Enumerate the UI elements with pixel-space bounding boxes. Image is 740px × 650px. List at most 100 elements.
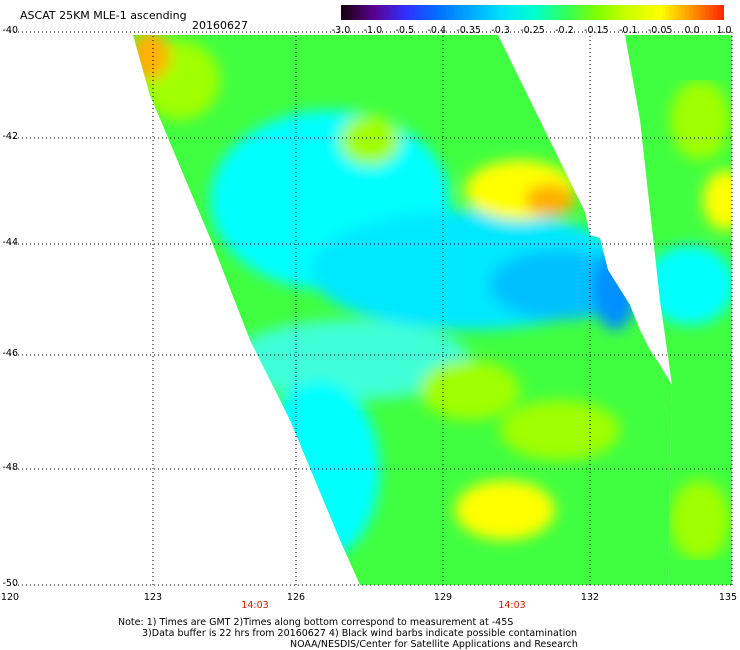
- colorbar-segment: [665, 5, 668, 20]
- colorbar-segment: [423, 5, 426, 20]
- colorbar-label: -3.0: [331, 25, 351, 36]
- colorbar-segment: [518, 5, 522, 20]
- colorbar-segment: [441, 5, 445, 20]
- colorbar-segment: [524, 5, 527, 20]
- colorbar-segment: [619, 5, 623, 20]
- colorbar-label: -1.0: [363, 25, 383, 36]
- note-line: Note: 1) Times are GMT 2)Times along bot…: [118, 617, 514, 628]
- colorbar-segment: [444, 5, 448, 20]
- colorbar-segment: [702, 5, 705, 20]
- chart-date: 20160627: [192, 19, 248, 32]
- colorbar-label: -0.5: [395, 25, 415, 36]
- colorbar-segment: [521, 5, 525, 20]
- colorbar-label: -0.25: [520, 25, 545, 36]
- colorbar-segment: [351, 5, 355, 20]
- colorbar-segment: [585, 5, 589, 20]
- colorbar-segment: [556, 5, 559, 20]
- colorbar-segment: [359, 5, 363, 20]
- chart-title: ASCAT 25KM MLE-1 ascending: [20, 9, 187, 22]
- yellow-green-region: [670, 480, 730, 560]
- colorbar-segment: [505, 5, 509, 20]
- colorbar-segment: [643, 5, 647, 20]
- colorbar-segment: [508, 5, 511, 20]
- swath-field: [645, 80, 732, 560]
- colorbar-segment: [532, 5, 535, 20]
- colorbar-segment: [487, 5, 490, 20]
- colorbar-segment: [341, 5, 344, 20]
- colorbar-segment: [611, 5, 615, 20]
- yellow-green-region: [420, 360, 520, 420]
- colorbar-segment: [407, 5, 411, 20]
- yellow-green-region: [500, 400, 620, 460]
- colorbar-segment: [622, 5, 626, 20]
- colorbar-label: -0.05: [647, 25, 673, 36]
- colorbar-segment: [673, 5, 676, 20]
- colorbar-label: -0.35: [456, 25, 481, 36]
- colorbar-segment: [356, 5, 360, 20]
- colorbar-label: 0.0: [684, 25, 700, 36]
- colorbar-segment: [484, 5, 488, 20]
- colorbar-segment: [348, 5, 352, 20]
- colorbar-segment: [489, 5, 493, 20]
- colorbar-segment: [681, 5, 684, 20]
- grid-lines: [10, 31, 733, 586]
- colorbar-segment: [606, 5, 610, 20]
- colorbar-segment: [375, 5, 379, 20]
- colorbar-segment: [718, 5, 721, 20]
- colorbar-segment: [476, 5, 480, 20]
- colorbar-label: -0.3: [491, 25, 510, 36]
- colorbar-segment: [550, 5, 554, 20]
- orange-region: [525, 184, 575, 216]
- colorbar-segment: [696, 5, 700, 20]
- colorbar-segment: [542, 5, 546, 20]
- colorbar-segment: [468, 5, 472, 20]
- colorbar-segment: [580, 5, 583, 20]
- lon-label: 126: [286, 592, 306, 603]
- colorbar-segment: [712, 5, 716, 20]
- colorbar-segment: [675, 5, 679, 20]
- colorbar-segment: [415, 5, 419, 20]
- colorbar-segment: [378, 5, 381, 20]
- colorbar-segment: [526, 5, 530, 20]
- colorbar-segment: [596, 5, 599, 20]
- colorbar-segment: [449, 5, 453, 20]
- colorbar-segment: [370, 5, 373, 20]
- lat-label: -48: [2, 462, 18, 473]
- colorbar-segment: [691, 5, 695, 20]
- yellow-green-region: [670, 80, 730, 160]
- lat-label: -44: [2, 237, 18, 248]
- colorbar-segment: [513, 5, 517, 20]
- colorbar-segment: [593, 5, 596, 20]
- colorbar-segment: [367, 5, 371, 20]
- colorbar-segment: [460, 5, 464, 20]
- colorbar-segment: [678, 5, 681, 20]
- colorbar-segment: [577, 5, 581, 20]
- colorbar-segment: [601, 5, 604, 20]
- colorbar-segment: [362, 5, 365, 20]
- colorbar-segment: [707, 5, 711, 20]
- deep-blue-region: [593, 250, 637, 330]
- colorbar-segment: [537, 5, 541, 20]
- colorbar-segment: [614, 5, 618, 20]
- colorbar-label: 1.0: [716, 25, 732, 36]
- colorbar-segment: [457, 5, 461, 20]
- lon-label: 129: [433, 592, 453, 603]
- colorbar-labels: -3.0 -1.0 -0.5 -0.4 -0.35 -0.3 -0.25 -0.…: [331, 25, 732, 37]
- colorbar-segment: [388, 5, 392, 20]
- colorbar-label: -0.2: [555, 25, 574, 36]
- yellow-region: [703, 170, 732, 230]
- light-cyan-region: [230, 320, 470, 400]
- colorbar-segment: [694, 5, 697, 20]
- colorbar-segment: [588, 5, 591, 20]
- colorbar-segment: [686, 5, 689, 20]
- colorbar-segment: [391, 5, 395, 20]
- colorbar-segment: [670, 5, 674, 20]
- colorbar-segment: [420, 5, 424, 20]
- colorbar-segment: [635, 5, 639, 20]
- colorbar-segment: [625, 5, 628, 20]
- colorbar-label: -0.1: [618, 25, 638, 36]
- colorbar-segment: [455, 5, 458, 20]
- colorbar-segment: [651, 5, 655, 20]
- cyan-region: [645, 245, 732, 325]
- colorbar-segment: [561, 5, 565, 20]
